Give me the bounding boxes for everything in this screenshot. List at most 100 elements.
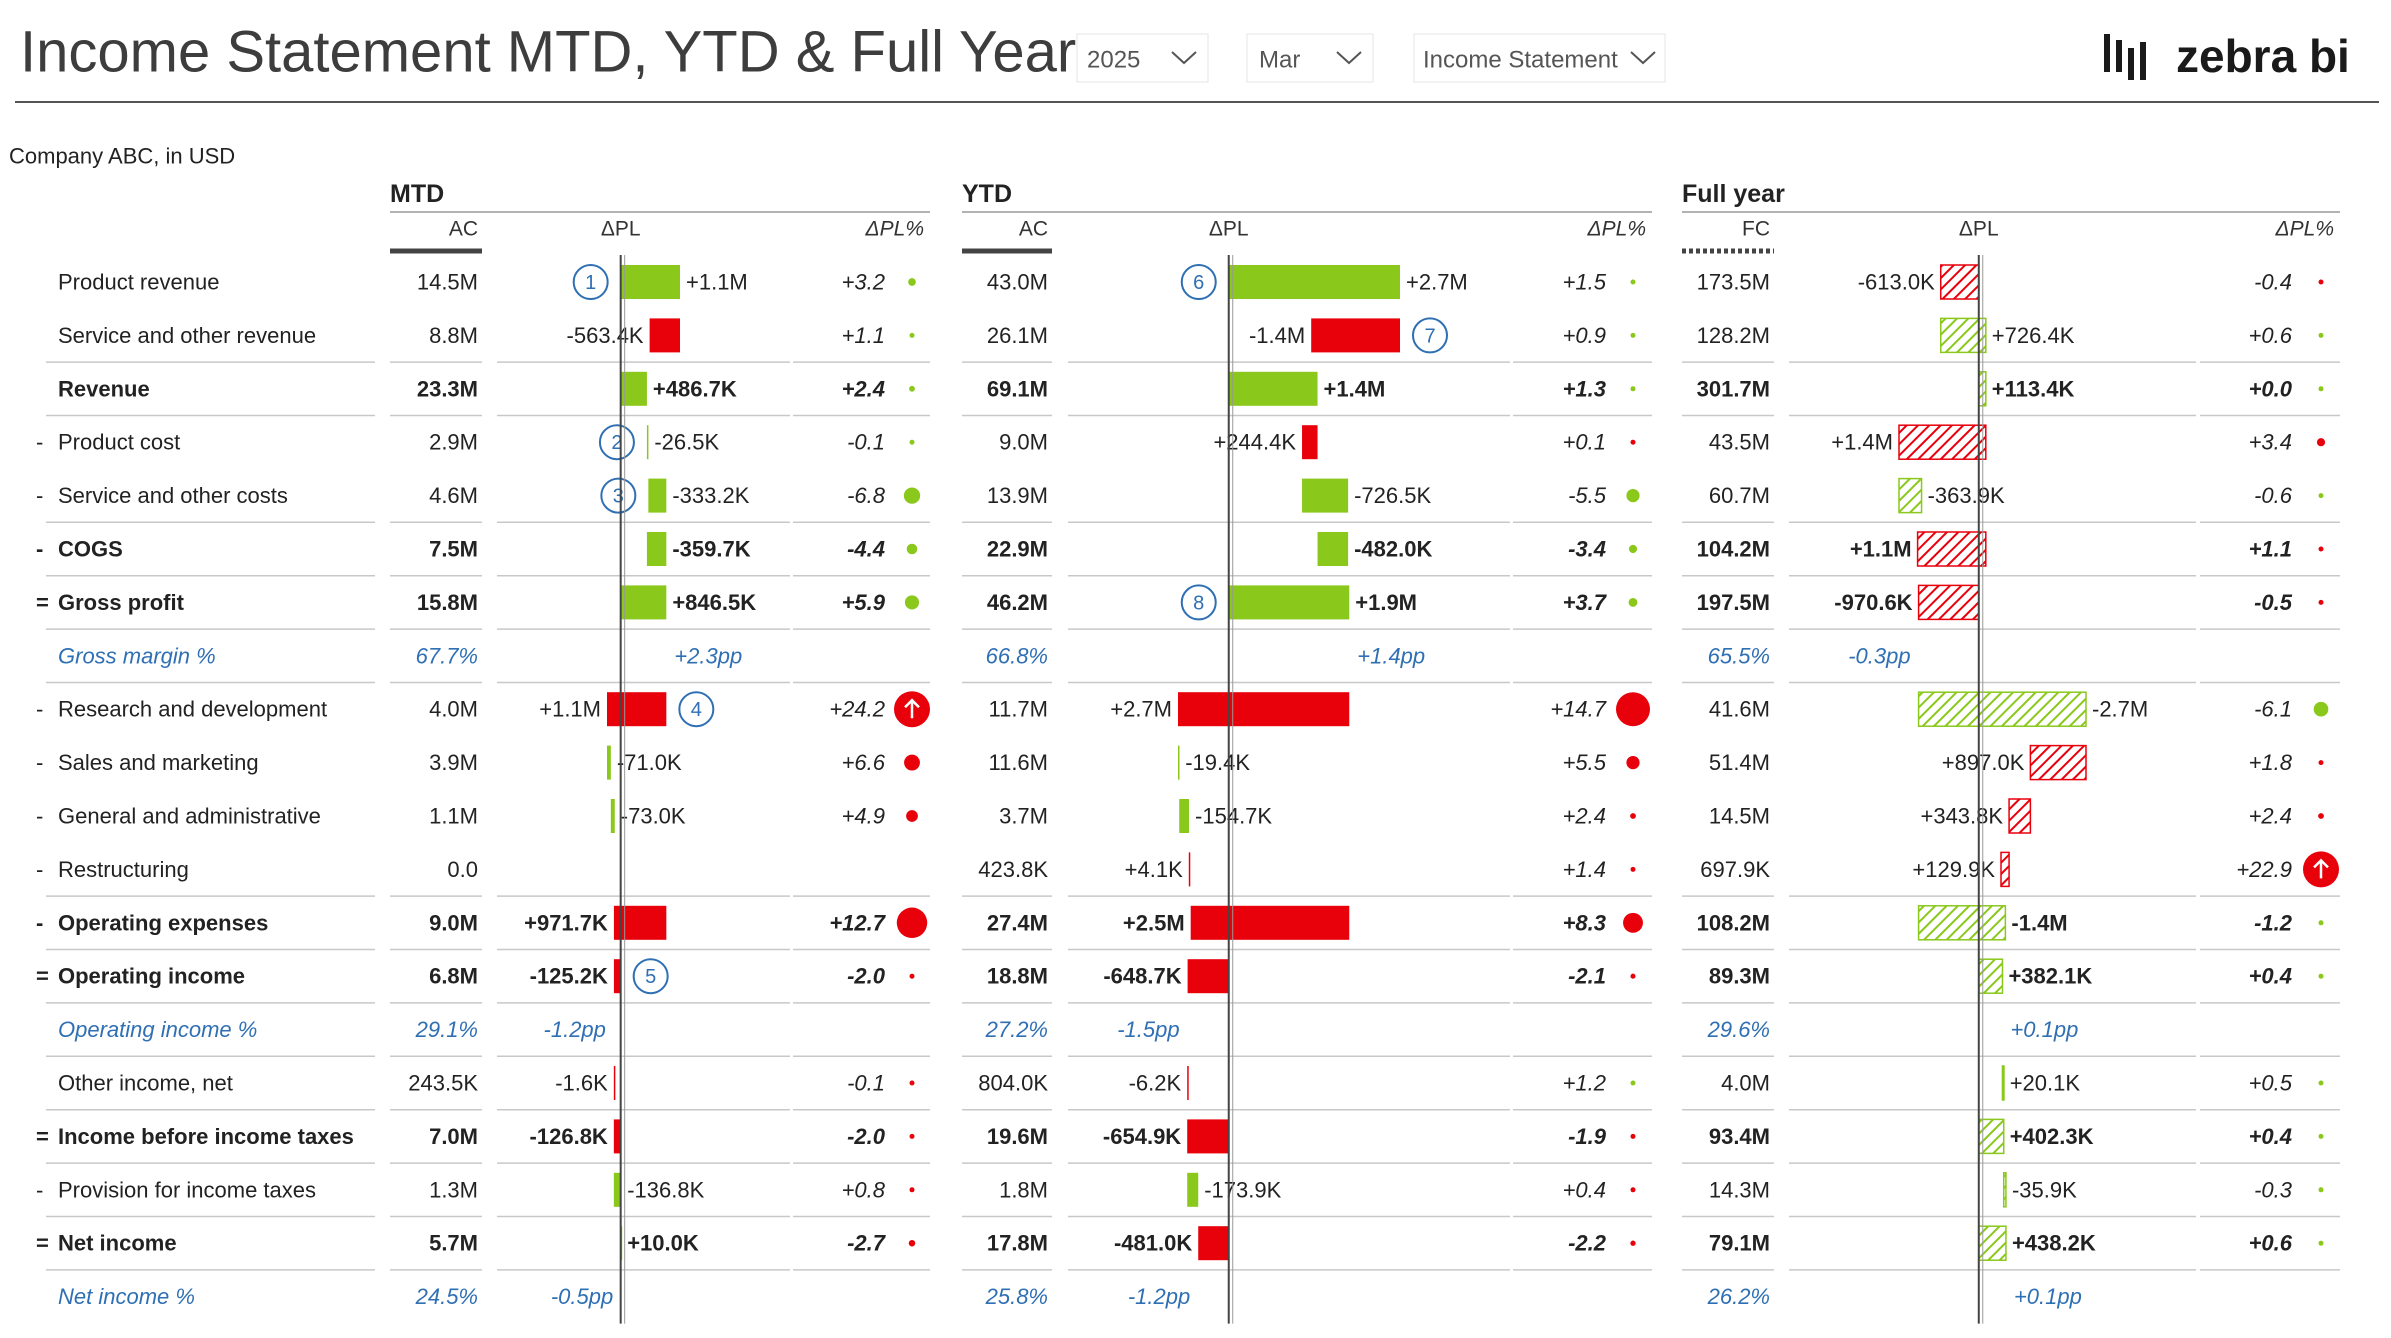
ac-value: 423.8K bbox=[978, 857, 1048, 882]
row-prefix: - bbox=[36, 750, 43, 775]
chevron[interactable] bbox=[1336, 51, 1362, 65]
ac-value: 18.8M bbox=[987, 964, 1048, 989]
variance-dot bbox=[1628, 597, 1638, 607]
dropdown-value[interactable]: Mar bbox=[1259, 47, 1300, 74]
ac-value: 14.3M bbox=[1709, 1177, 1770, 1202]
chevron[interactable] bbox=[1630, 51, 1656, 65]
variance-pp: -0.5pp bbox=[551, 1284, 613, 1309]
dropdown-value[interactable]: 2025 bbox=[1087, 47, 1140, 74]
variance-label: +20.1K bbox=[2010, 1071, 2081, 1096]
variance-pp: -1.2pp bbox=[544, 1017, 606, 1042]
variance-label: -125.2K bbox=[530, 964, 608, 989]
ac-value: 67.7% bbox=[416, 643, 478, 668]
variance-pp: -0.3pp bbox=[1848, 643, 1910, 668]
variance-label: +343.8K bbox=[1920, 804, 2003, 829]
variance-pct: +6.6 bbox=[842, 750, 886, 775]
variance-label: -563.4K bbox=[567, 323, 644, 348]
variance-pct: -3.4 bbox=[1568, 537, 1606, 562]
variance-dot bbox=[2318, 279, 2324, 285]
variance-pp: +0.1pp bbox=[2010, 1017, 2078, 1042]
variance-dot bbox=[1630, 386, 1636, 392]
variance-bar bbox=[648, 478, 667, 513]
variance-label: -333.2K bbox=[672, 483, 749, 508]
ac-value: 27.2% bbox=[985, 1017, 1048, 1042]
row-label: Operating expenses bbox=[58, 910, 268, 935]
variance-bar bbox=[613, 1119, 621, 1154]
variance-pct: +0.4 bbox=[1563, 1177, 1606, 1202]
variance-dot bbox=[2318, 760, 2324, 766]
variance-label: +402.3K bbox=[2010, 1124, 2094, 1149]
report-dropdown[interactable]: Income Statement bbox=[1413, 33, 1666, 83]
month-dropdown[interactable]: Mar bbox=[1246, 33, 1374, 83]
column-header: AC bbox=[449, 218, 478, 241]
note-marker bbox=[1180, 584, 1217, 621]
note-number: 3 bbox=[613, 486, 624, 508]
note-marker bbox=[600, 477, 637, 514]
ac-value: 15.8M bbox=[417, 590, 478, 615]
ac-value: 128.2M bbox=[1697, 323, 1770, 348]
variance-pct: +1.4 bbox=[1563, 857, 1606, 882]
variance-label: +113.4K bbox=[1992, 376, 2075, 401]
variance-pct: -6.8 bbox=[847, 483, 886, 508]
ac-value: 60.7M bbox=[1709, 483, 1770, 508]
ac-value: 108.2M bbox=[1697, 910, 1770, 935]
variance-label: -1.4M bbox=[1249, 323, 1305, 348]
variance-pct: -2.1 bbox=[1568, 964, 1606, 989]
chevron[interactable] bbox=[1171, 51, 1197, 65]
ac-value: 14.5M bbox=[417, 270, 478, 295]
variance-dot bbox=[906, 543, 918, 555]
note-number: 4 bbox=[691, 699, 702, 721]
variance-dot bbox=[1628, 544, 1638, 554]
variance-label: -154.7K bbox=[1195, 804, 1272, 829]
variance-bar bbox=[646, 425, 649, 460]
variance-dot bbox=[908, 278, 916, 286]
dropdown-box[interactable] bbox=[1076, 33, 1209, 83]
year-dropdown[interactable]: 2025 bbox=[1076, 33, 1209, 83]
variance-pct: +12.7 bbox=[829, 910, 886, 935]
dropdown-box[interactable] bbox=[1246, 33, 1374, 83]
variance-bar bbox=[1187, 959, 1229, 994]
variance-dot bbox=[1630, 439, 1636, 445]
variance-bar bbox=[1179, 799, 1190, 833]
dropdown-box[interactable] bbox=[1413, 33, 1666, 83]
variance-label: -654.9K bbox=[1103, 1124, 1181, 1149]
column-header: ΔPL% bbox=[1587, 218, 1646, 241]
variance-pct: +1.5 bbox=[1563, 270, 1607, 295]
row-label: Restructuring bbox=[58, 857, 189, 882]
ac-value: 19.6M bbox=[987, 1124, 1048, 1149]
variance-bar bbox=[1190, 905, 1350, 940]
variance-label: +382.1K bbox=[2008, 964, 2092, 989]
ac-value: 27.4M bbox=[987, 910, 1048, 935]
page-title: Income Statement MTD, YTD & Full Year bbox=[20, 20, 1076, 85]
ac-value: 93.4M bbox=[1709, 1124, 1770, 1149]
row-label: COGS bbox=[58, 537, 123, 562]
variance-dot bbox=[1630, 1187, 1636, 1193]
ac-value: 66.8% bbox=[986, 643, 1048, 668]
variance-pct: +0.6 bbox=[2249, 1231, 2293, 1256]
variance-label: +971.7K bbox=[524, 910, 608, 935]
variance-label: +1.4M bbox=[1831, 430, 1893, 455]
variance-bar bbox=[649, 318, 680, 353]
variance-pct: -0.5 bbox=[2254, 590, 2293, 615]
row-prefix: - bbox=[36, 697, 43, 722]
column-header: ΔPL bbox=[601, 218, 641, 241]
variance-dot bbox=[1630, 279, 1636, 285]
variance-bar bbox=[1187, 1066, 1189, 1100]
variance-label: -1.6K bbox=[555, 1071, 608, 1096]
variance-label: -26.5K bbox=[654, 430, 719, 455]
variance-dot bbox=[909, 973, 915, 979]
variance-label: -73.0K bbox=[621, 804, 686, 829]
variance-bar bbox=[1898, 477, 1923, 514]
ac-value: 243.5K bbox=[408, 1071, 478, 1096]
ac-value: 24.5% bbox=[415, 1284, 478, 1309]
variance-label: -6.2K bbox=[1129, 1071, 1182, 1096]
column-header: ΔPL% bbox=[2275, 218, 2334, 241]
variance-label: +244.4K bbox=[1213, 430, 1296, 455]
variance-bar bbox=[1302, 478, 1349, 513]
outlier-arrow bbox=[2313, 858, 2329, 879]
dropdown-value[interactable]: Income Statement bbox=[1423, 47, 1618, 74]
row-prefix: - bbox=[36, 804, 43, 829]
ac-value: 1.1M bbox=[429, 804, 478, 829]
variance-dot bbox=[1626, 489, 1640, 503]
